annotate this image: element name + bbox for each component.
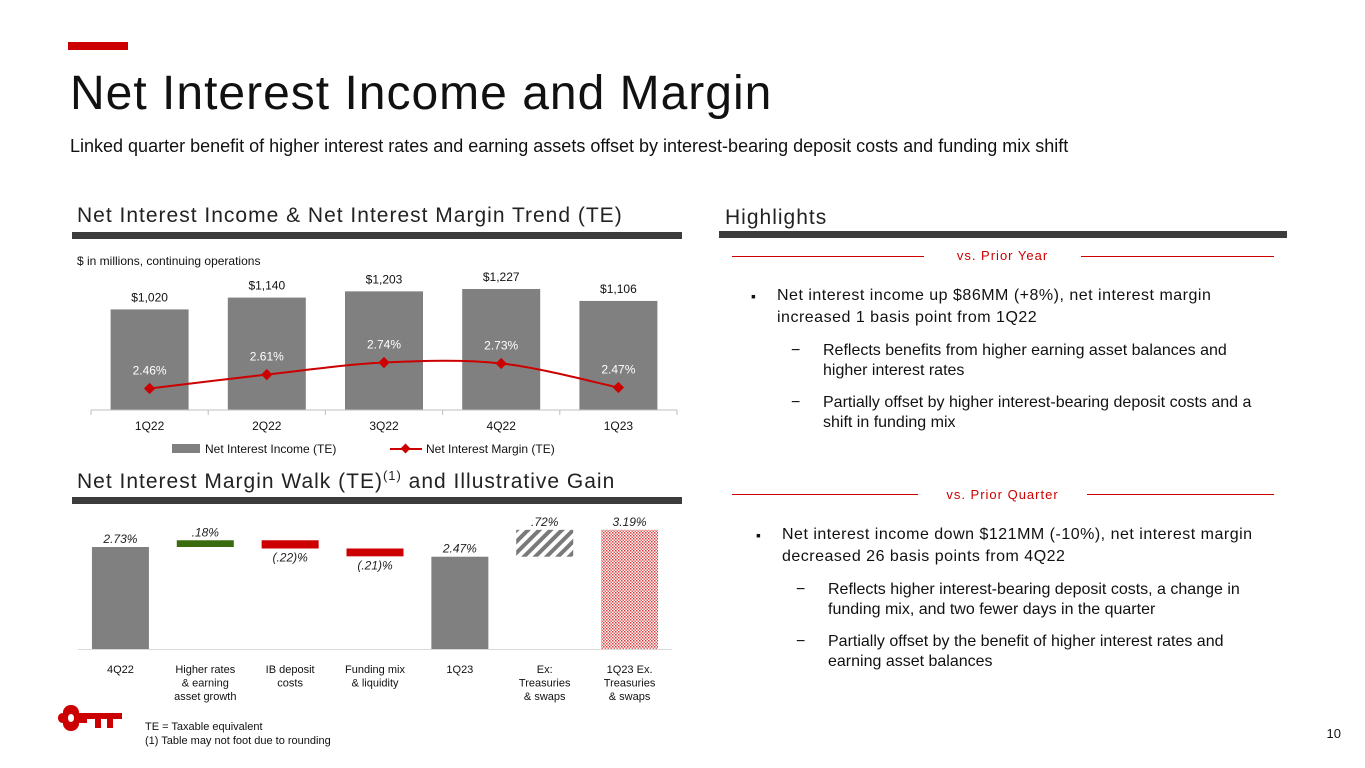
trend-chart-title: Net Interest Income & Net Interest Margi…	[77, 204, 623, 227]
prior-quarter-line-right	[1087, 494, 1274, 495]
walk-value-label: (.22)%	[272, 550, 308, 564]
footnotes: TE = Taxable equivalent (1) Table may no…	[145, 720, 331, 748]
trend-section-rule	[72, 232, 682, 239]
nim-label: 2.47%	[601, 363, 635, 377]
nim-marker	[378, 356, 390, 369]
walk-illustrative-total-bar	[601, 529, 659, 649]
nii-bar-label: $1,020	[131, 290, 168, 304]
walk-section-rule	[72, 497, 682, 504]
walk-title-main: Net Interest Margin Walk (TE)	[77, 470, 383, 493]
prior-year-sub-1: Reflects benefits from higher earning as…	[777, 341, 1266, 381]
walk-value-label: .72%	[531, 515, 559, 529]
trend-chart: $1,020 1Q22 $1,140 2Q22 $1,203 3Q22 $1,227 4Q22…	[90, 270, 678, 456]
prior-year-bullet: Net interest income up $86MM (+8%), net …	[751, 285, 1266, 329]
walk-category-label: 1Q23	[446, 664, 473, 676]
walk-category-label: IB deposit costs	[266, 664, 315, 690]
walk-value-label: 2.73%	[102, 532, 137, 546]
legend-nim-label: Net Interest Margin (TE)	[426, 442, 555, 456]
walk-title-tail: and Illustrative Gain	[401, 470, 616, 493]
prior-year-highlights: Net interest income up $86MM (+8%), net …	[751, 285, 1266, 433]
prior-quarter-sub-2: Partially offset by the benefit of highe…	[782, 632, 1271, 672]
walk-title-footnote-ref: (1)	[382, 468, 402, 483]
highlights-title: Highlights	[725, 206, 828, 229]
nim-marker	[261, 368, 273, 381]
prior-year-label: vs. Prior Year	[956, 248, 1049, 263]
legend-nii-swatch	[172, 444, 200, 453]
x-tick-label: 1Q22	[135, 419, 165, 433]
nim-label: 2.61%	[250, 350, 284, 364]
prior-year-line-left	[732, 256, 924, 257]
page-title: Net Interest Income and Margin	[70, 67, 773, 120]
x-tick-label: 1Q23	[604, 419, 634, 433]
nim-label: 2.74%	[367, 338, 401, 352]
page-number: 10	[1326, 726, 1341, 741]
walk-value-label: 3.19%	[613, 515, 647, 529]
prior-quarter-sub-1: Reflects higher interest-bearing deposit…	[782, 580, 1271, 620]
walk-category-label: Higher rates & earning asset growth	[174, 664, 236, 703]
nii-bar-label: $1,106	[600, 282, 637, 296]
walk-value-label: 2.47%	[442, 542, 477, 556]
nii-bar	[345, 291, 423, 410]
walk-category-label: 1Q23 Ex. Treasuries & swaps	[604, 664, 656, 703]
walk-chart-title: Net Interest Margin Walk (TE)(1) and Ill…	[77, 468, 615, 494]
page-subtitle: Linked quarter benefit of higher interes…	[70, 136, 1069, 156]
nim-marker	[143, 382, 156, 395]
x-tick-label: 4Q22	[487, 419, 517, 433]
walk-illustrative-bar	[516, 529, 574, 557]
nim-label: 2.73%	[484, 338, 518, 352]
walk-value-label: .18%	[192, 525, 220, 539]
walk-total-bar	[91, 547, 149, 649]
footnote-rounding: (1) Table may not foot due to rounding	[145, 735, 331, 747]
prior-quarter-line-left	[732, 494, 918, 495]
walk-category-label: Funding mix & liquidity	[345, 664, 405, 690]
nim-label: 2.46%	[133, 363, 167, 377]
walk-category-label: Ex: Treasuries & swaps	[519, 664, 571, 703]
walk-value-label: (.21)%	[357, 558, 393, 572]
nii-bar	[110, 309, 189, 410]
prior-quarter-highlights: Net interest income down $121MM (-10%), …	[756, 524, 1271, 672]
nii-bar	[462, 289, 541, 410]
nii-bar	[579, 300, 658, 410]
walk-decrease-bar	[261, 540, 319, 549]
x-tick-label: 3Q22	[369, 419, 399, 433]
accent-bar	[68, 42, 128, 50]
nii-bar-label: $1,140	[248, 279, 285, 293]
walk-increase-bar	[176, 540, 234, 547]
nii-bar	[227, 297, 306, 410]
legend-nim-marker	[400, 443, 411, 454]
highlights-rule	[719, 231, 1287, 238]
x-tick-label: 2Q22	[252, 419, 282, 433]
prior-year-line-right	[1081, 256, 1274, 257]
prior-quarter-bullet: Net interest income down $121MM (-10%), …	[756, 524, 1271, 568]
nii-bar-label: $1,227	[483, 270, 520, 284]
walk-chart: 2.73% 4Q22 .18% Higher rates & earning asset …	[78, 515, 672, 703]
walk-category-label: 4Q22	[107, 664, 134, 676]
nii-bar-label: $1,203	[366, 272, 403, 286]
walk-decrease-bar	[346, 548, 404, 557]
key-logo	[58, 705, 122, 731]
units-note: $ in millions, continuing operations	[77, 254, 261, 268]
footnote-te: TE = Taxable equivalent	[145, 721, 263, 733]
legend-nii-label: Net Interest Income (TE)	[205, 442, 336, 456]
prior-quarter-label: vs. Prior Quarter	[946, 487, 1059, 502]
prior-year-sub-2: Partially offset by higher interest-bear…	[777, 393, 1266, 433]
walk-total-bar	[431, 556, 489, 649]
